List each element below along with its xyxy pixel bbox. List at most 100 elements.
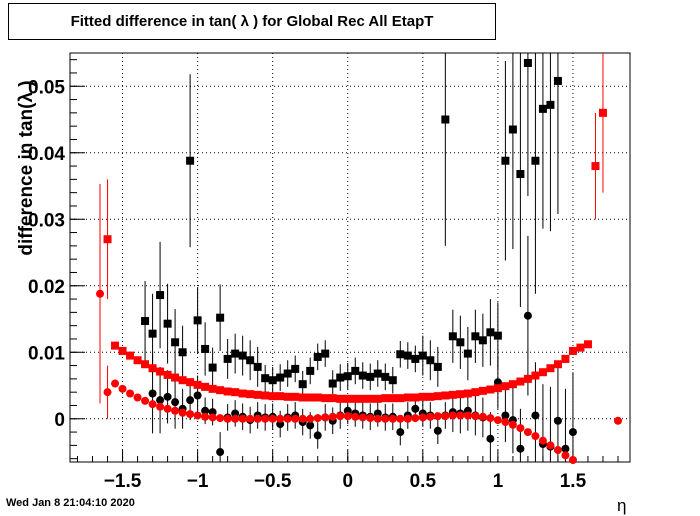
data-point-square <box>186 378 195 387</box>
data-point-square <box>193 316 202 325</box>
data-point-circle <box>396 414 405 423</box>
data-point-circle <box>118 384 127 393</box>
data-point-circle <box>366 414 375 423</box>
data-point-square <box>313 393 322 402</box>
data-point-circle <box>358 413 367 422</box>
data-point-square <box>531 371 540 380</box>
data-point-square <box>456 338 465 347</box>
data-point-circle <box>321 413 330 422</box>
data-point-square <box>388 376 397 385</box>
data-point-square <box>201 344 210 353</box>
data-point-circle <box>381 414 390 423</box>
data-point-square <box>133 356 142 365</box>
chart-title: Fitted difference in tan( λ ) for Global… <box>8 3 496 40</box>
data-point-circle <box>261 414 270 423</box>
data-point-circle <box>163 392 172 401</box>
data-point-circle <box>253 414 262 423</box>
x-tick-label: 1.5 <box>560 471 587 492</box>
data-point-square <box>373 394 382 403</box>
data-point-square <box>471 388 480 397</box>
data-point-circle <box>396 428 405 437</box>
data-point-square <box>126 351 135 360</box>
data-point-circle <box>298 414 307 423</box>
x-tick-label: −1.5 <box>104 471 142 492</box>
data-point-square <box>336 394 345 403</box>
data-point-square <box>306 366 315 375</box>
data-point-square <box>268 392 277 401</box>
data-point-square <box>253 362 262 371</box>
data-point-square <box>508 125 517 134</box>
data-point-square <box>238 389 247 398</box>
data-point-circle <box>141 396 150 405</box>
data-point-circle <box>201 412 210 421</box>
data-point-circle <box>156 396 165 405</box>
data-point-square <box>426 356 435 365</box>
data-point-square <box>193 380 202 389</box>
data-point-circle <box>148 400 157 409</box>
data-point-square <box>343 394 352 403</box>
data-point-circle <box>238 414 247 423</box>
data-point-square <box>463 349 472 358</box>
data-point-square <box>546 100 555 109</box>
data-point-circle <box>343 412 352 421</box>
data-point-square <box>463 389 472 398</box>
data-point-square <box>231 388 240 397</box>
plot-frame <box>69 52 631 463</box>
data-point-square <box>538 104 547 113</box>
data-point-square <box>328 379 337 388</box>
data-point-square <box>268 376 277 385</box>
data-point-circle <box>411 414 420 423</box>
y-tick-label: 0.05 <box>28 77 65 98</box>
data-point-square <box>351 394 360 403</box>
data-point-circle <box>276 414 285 423</box>
data-point-square <box>426 392 435 401</box>
data-point-square <box>568 346 577 355</box>
data-point-square <box>396 394 405 403</box>
data-point-circle <box>313 431 322 440</box>
data-point-square <box>411 393 420 402</box>
data-point-square <box>313 352 322 361</box>
data-point-circle <box>148 389 157 398</box>
data-point-square <box>403 393 412 402</box>
data-point-circle <box>178 408 187 417</box>
data-point-square <box>411 354 420 363</box>
data-point-square <box>418 392 427 401</box>
data-point-square <box>321 349 330 358</box>
data-point-circle <box>568 428 577 437</box>
data-point-circle <box>186 396 195 405</box>
data-point-square <box>493 384 502 393</box>
data-point-square <box>538 368 547 377</box>
data-point-circle <box>186 410 195 419</box>
data-point-square <box>283 392 292 401</box>
data-point-circle <box>538 436 547 445</box>
data-point-square <box>471 332 480 341</box>
y-tick-label: 0.04 <box>28 144 65 165</box>
data-point-square <box>178 348 187 357</box>
data-point-square <box>291 392 300 401</box>
data-point-square <box>246 390 255 399</box>
data-point-circle <box>433 426 442 435</box>
data-point-circle <box>448 411 457 420</box>
data-point-square <box>508 380 517 389</box>
data-point-square <box>171 373 180 382</box>
data-point-circle <box>411 404 420 413</box>
data-point-circle <box>373 414 382 423</box>
data-point-square <box>223 387 232 396</box>
x-axis-label: η <box>617 496 627 515</box>
data-point-square <box>486 328 495 337</box>
data-point-circle <box>208 413 217 422</box>
data-point-square <box>261 391 270 400</box>
data-point-circle <box>351 412 360 421</box>
data-point-square <box>291 364 300 373</box>
data-point-square <box>216 386 225 395</box>
data-point-square <box>148 329 157 338</box>
data-point-circle <box>561 444 570 453</box>
data-point-circle <box>478 412 487 421</box>
data-point-circle <box>306 414 315 423</box>
data-point-square <box>358 371 367 380</box>
data-point-square <box>448 332 457 341</box>
data-point-square <box>103 235 112 244</box>
data-point-square <box>561 354 570 363</box>
data-point-square <box>478 336 487 345</box>
